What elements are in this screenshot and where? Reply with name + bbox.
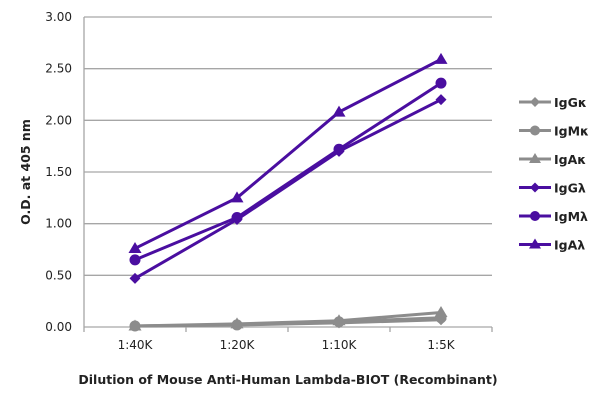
legend-marker bbox=[530, 97, 540, 107]
legend-marker bbox=[530, 182, 540, 193]
data-point bbox=[434, 306, 448, 318]
data-point bbox=[128, 241, 142, 253]
x-tick-label: 1:40K bbox=[118, 338, 154, 352]
legend-marker bbox=[529, 238, 541, 249]
y-tick-label: 0.50 bbox=[45, 268, 72, 282]
data-point bbox=[435, 94, 447, 106]
data-point bbox=[230, 317, 244, 329]
y-tick-label: 1.50 bbox=[45, 165, 72, 179]
y-tick-label: 3.00 bbox=[45, 10, 72, 24]
legend-label: IgGκ bbox=[554, 95, 587, 110]
data-point bbox=[332, 105, 346, 117]
legend-label: IgGλ bbox=[554, 181, 586, 196]
x-tick-label: 1:10K bbox=[322, 338, 358, 352]
y-tick-label: 1.00 bbox=[45, 217, 72, 231]
legend-label: IgMκ bbox=[554, 124, 589, 139]
data-point bbox=[129, 272, 141, 284]
data-point bbox=[231, 211, 243, 223]
legend-marker bbox=[529, 153, 541, 163]
data-point bbox=[230, 191, 244, 203]
y-tick-label: 2.50 bbox=[45, 62, 72, 76]
y-tick-label: 2.00 bbox=[45, 113, 72, 127]
data-point bbox=[434, 52, 448, 64]
data-point bbox=[128, 319, 142, 331]
legend-marker bbox=[530, 125, 540, 136]
legend-label: IgAλ bbox=[554, 238, 585, 253]
series-line bbox=[134, 98, 442, 280]
legend-label: IgMλ bbox=[554, 209, 588, 224]
legend-marker bbox=[530, 211, 540, 221]
legend-label: IgAκ bbox=[554, 152, 586, 167]
series-line bbox=[134, 311, 442, 328]
x-tick-label: 1:5K bbox=[427, 338, 455, 352]
series-line bbox=[134, 58, 442, 250]
data-point bbox=[332, 314, 346, 326]
series-line bbox=[134, 81, 442, 262]
x-axis-label: Dilution of Mouse Anti-Human Lambda-BIOT… bbox=[78, 372, 497, 387]
data-point bbox=[333, 143, 345, 155]
data-point bbox=[129, 254, 141, 266]
data-point bbox=[435, 77, 447, 89]
y-axis-label: O.D. at 405 nm bbox=[18, 119, 33, 225]
x-tick-label: 1:20K bbox=[220, 338, 256, 352]
y-tick-label: 0.00 bbox=[45, 320, 72, 334]
